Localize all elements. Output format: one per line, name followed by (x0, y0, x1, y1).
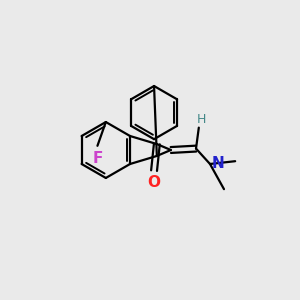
Text: H: H (196, 113, 206, 126)
Text: N: N (212, 157, 224, 172)
Text: F: F (92, 151, 103, 166)
Text: O: O (148, 175, 160, 190)
